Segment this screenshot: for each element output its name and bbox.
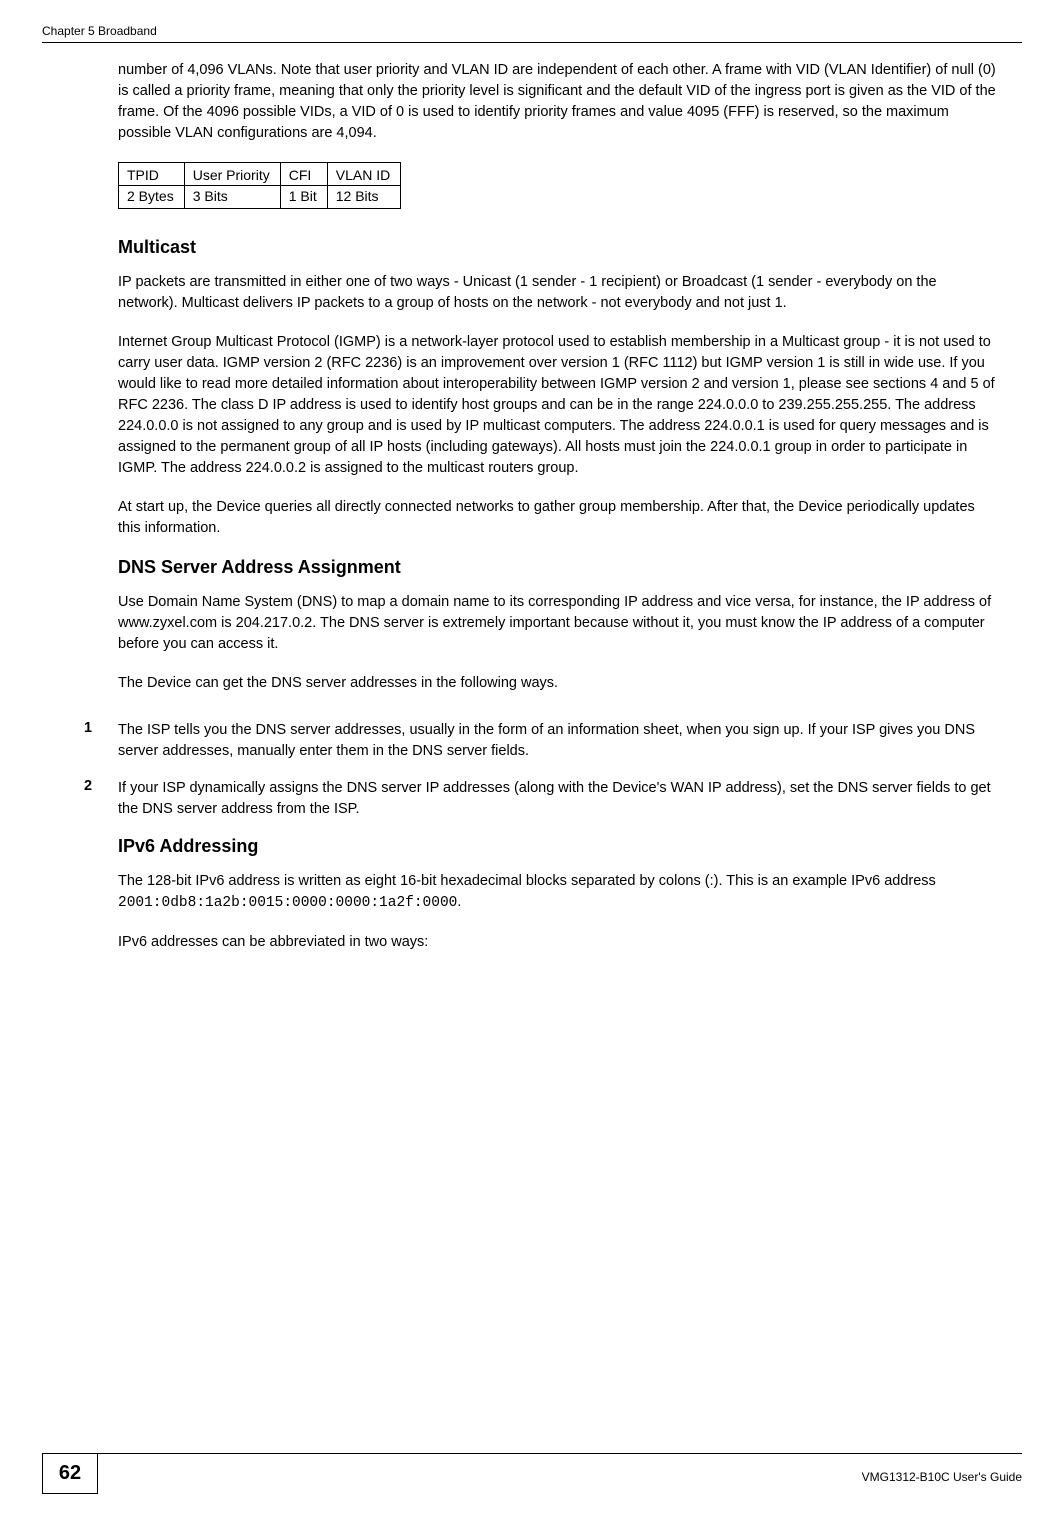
table-cell: User Priority — [184, 163, 280, 186]
multicast-p2: Internet Group Multicast Protocol (IGMP)… — [118, 332, 996, 479]
dns-heading: DNS Server Address Assignment — [118, 557, 996, 578]
table-row: 2 Bytes 3 Bits 1 Bit 12 Bits — [119, 186, 401, 209]
guide-name: VMG1312-B10C User's Guide — [862, 1464, 1022, 1484]
table-cell: TPID — [119, 163, 185, 186]
multicast-heading: Multicast — [118, 237, 996, 258]
multicast-p3: At start up, the Device queries all dire… — [118, 497, 996, 539]
list-item: 1 The ISP tells you the DNS server addre… — [118, 720, 996, 762]
ipv6-heading: IPv6 Addressing — [118, 836, 996, 857]
intro-paragraph: number of 4,096 VLANs. Note that user pr… — [118, 60, 996, 144]
dns-p2: The Device can get the DNS server addres… — [118, 673, 996, 694]
table-cell: VLAN ID — [327, 163, 400, 186]
table-cell: 2 Bytes — [119, 186, 185, 209]
table-cell: 1 Bit — [280, 186, 327, 209]
page-footer: 62 VMG1312-B10C User's Guide — [42, 1453, 1022, 1494]
page-header: Chapter 5 Broadband — [42, 22, 1022, 43]
list-text: The ISP tells you the DNS server address… — [118, 720, 996, 762]
ipv6-p2: IPv6 addresses can be abbreviated in two… — [118, 932, 996, 953]
table-row: TPID User Priority CFI VLAN ID — [119, 163, 401, 186]
page-number-box: 62 — [42, 1454, 98, 1494]
ipv6-p1-post: . — [457, 894, 461, 910]
list-number: 1 — [84, 720, 118, 762]
list-number: 2 — [84, 778, 118, 820]
chapter-title: Chapter 5 Broadband — [42, 24, 157, 38]
ipv6-p1-pre: The 128-bit IPv6 address is written as e… — [118, 873, 936, 889]
dns-p1: Use Domain Name System (DNS) to map a do… — [118, 592, 996, 655]
list-text: If your ISP dynamically assigns the DNS … — [118, 778, 996, 820]
table-cell: 3 Bits — [184, 186, 280, 209]
multicast-p1: IP packets are transmitted in either one… — [118, 272, 996, 314]
list-item: 2 If your ISP dynamically assigns the DN… — [118, 778, 996, 820]
ipv6-p1: The 128-bit IPv6 address is written as e… — [118, 871, 996, 914]
dns-list: 1 The ISP tells you the DNS server addre… — [118, 720, 996, 820]
vlan-frame-table: TPID User Priority CFI VLAN ID 2 Bytes 3… — [118, 162, 401, 209]
page-content: number of 4,096 VLANs. Note that user pr… — [118, 60, 996, 971]
table-cell: 12 Bits — [327, 186, 400, 209]
page-number: 62 — [59, 1462, 81, 1485]
table-cell: CFI — [280, 163, 327, 186]
footer-rule: 62 VMG1312-B10C User's Guide — [42, 1453, 1022, 1494]
ipv6-address-example: 2001:0db8:1a2b:0015:0000:0000:1a2f:0000 — [118, 895, 457, 911]
